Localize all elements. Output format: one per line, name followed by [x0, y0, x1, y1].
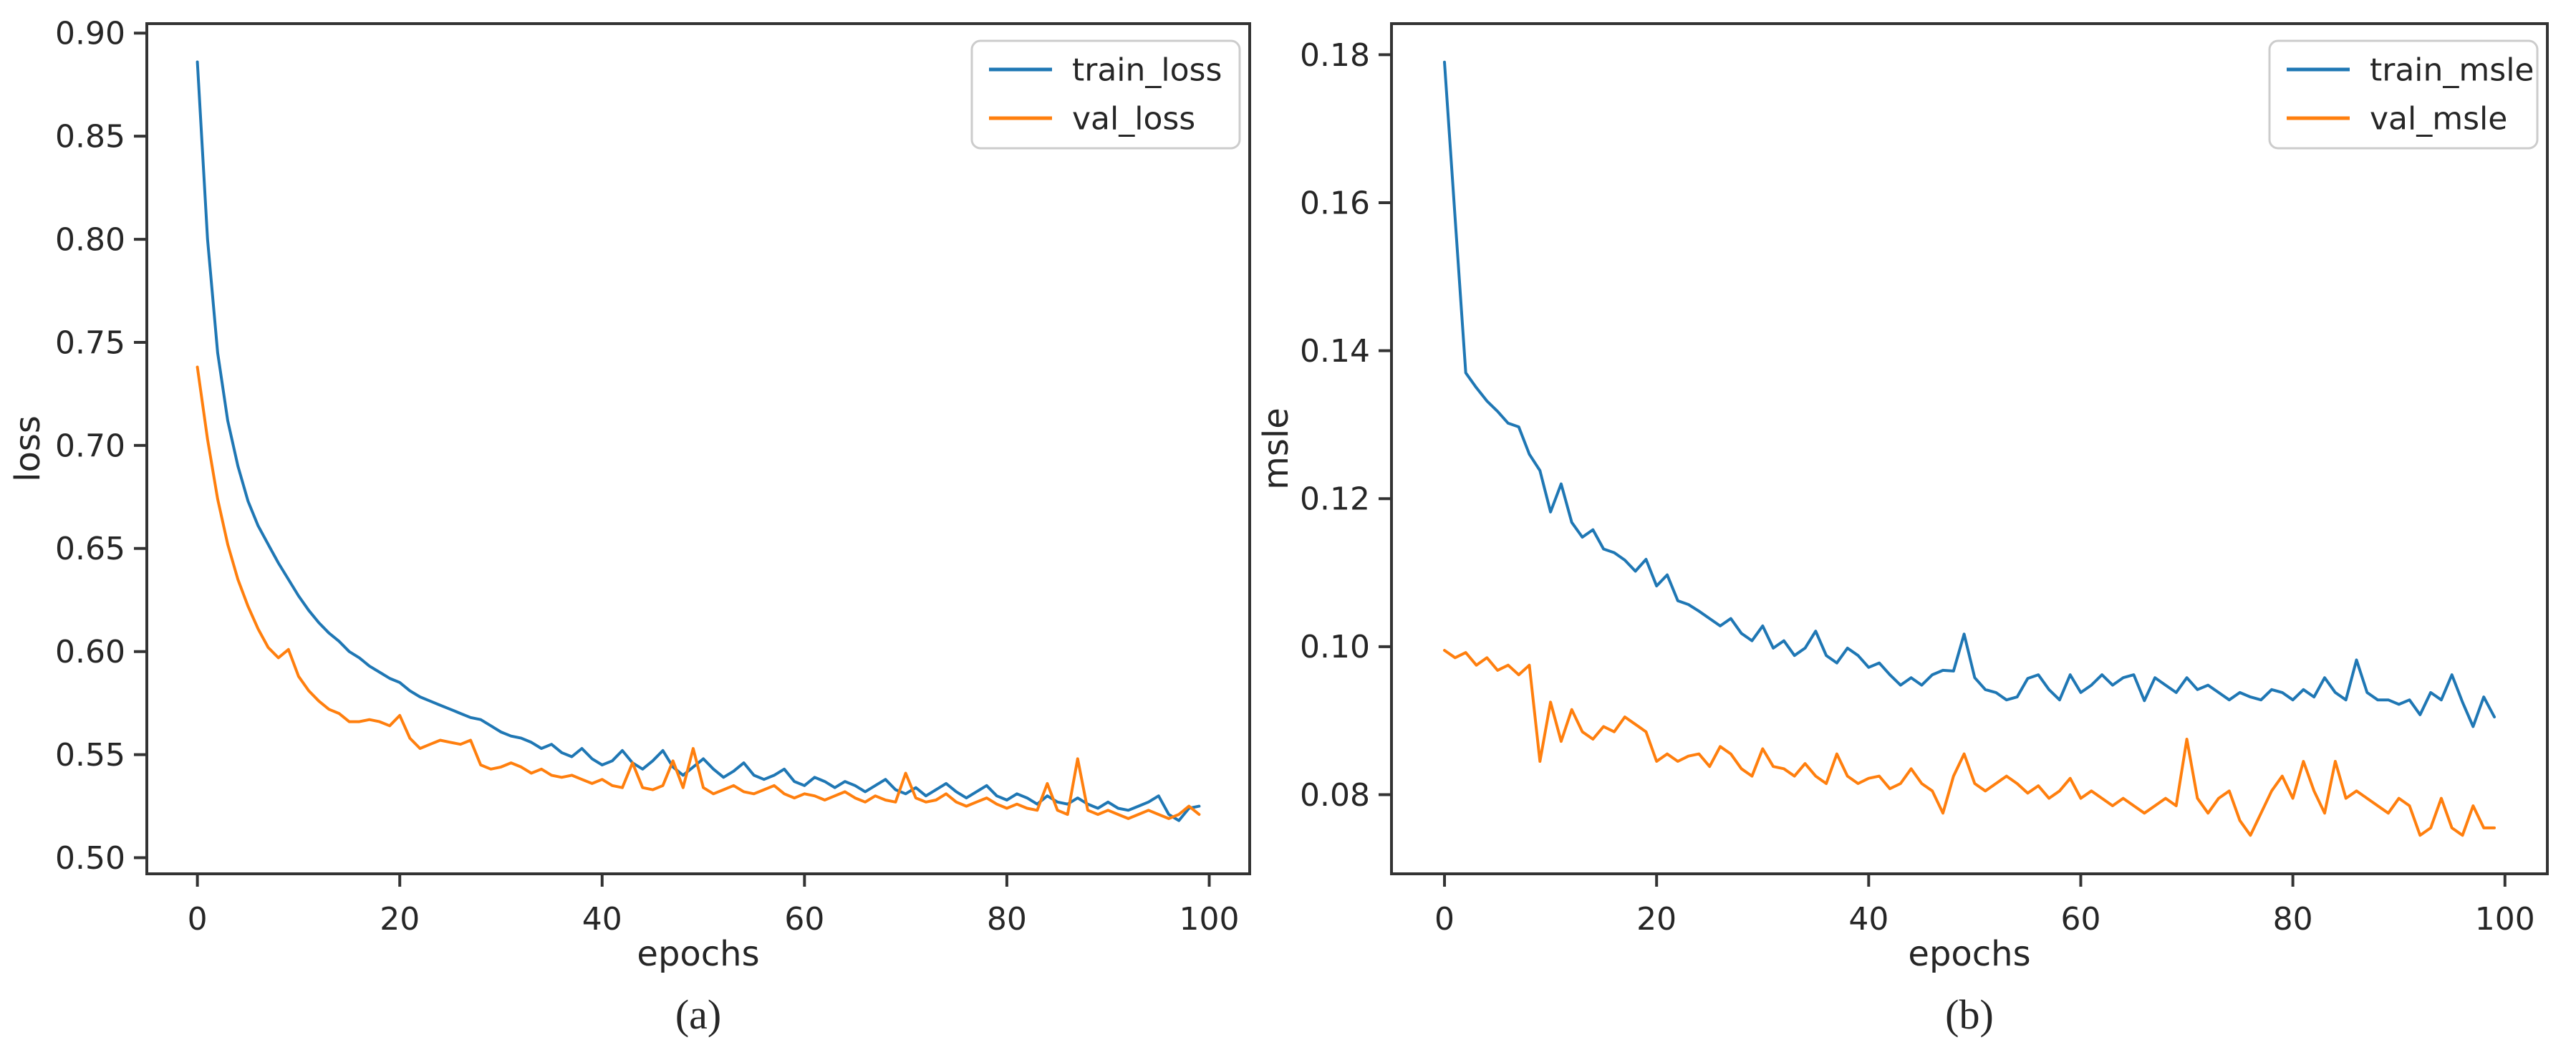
x-tick-label: 100: [1179, 901, 1239, 938]
y-tick-label: 0.65: [55, 531, 125, 567]
val-loss-line: [196, 365, 1201, 820]
y-tick-label: 0.16: [1300, 185, 1370, 221]
subplot-b: 0 20 40 60 80 100 0.08 0.10 0.12 0.14 0.16 0.18 epoc…: [1256, 22, 2549, 1038]
subplot-a: 0 20 40 60 80 100 0.50 0.55 0.60 0.65 0.70 0.75 0.80…: [8, 16, 1251, 1038]
y-axis-label: msle: [1256, 408, 1296, 490]
y-tick-label: 0.50: [55, 840, 125, 877]
y-tick-label: 0.80: [55, 221, 125, 258]
y-tick-label: 0.55: [55, 737, 125, 774]
x-tick-label: 0: [1434, 901, 1455, 938]
y-tick-label: 0.12: [1300, 481, 1370, 518]
y-axis-label: loss: [8, 415, 48, 482]
y-tick-label: 0.85: [55, 119, 125, 155]
y-tick-label: 0.08: [1300, 777, 1370, 814]
y-tick-label: 0.70: [55, 428, 125, 464]
axes-frame: [145, 22, 1251, 875]
train-msle-line: [1443, 60, 2496, 728]
y-tick-label: 0.14: [1300, 333, 1370, 370]
x-tick-label: 100: [2475, 901, 2535, 938]
x-tick-label: 80: [987, 901, 1027, 938]
legend-label: val_msle: [2370, 100, 2507, 137]
legend-label: train_msle: [2370, 52, 2534, 88]
y-tick-label: 0.60: [55, 634, 125, 670]
y-tick-label: 0.90: [55, 16, 125, 52]
x-tick-label: 0: [188, 901, 208, 938]
y-tick-label: 0.10: [1300, 629, 1370, 665]
y-tick-label: 0.75: [55, 324, 125, 361]
x-tick-label: 80: [2273, 901, 2313, 938]
x-axis-label: epochs: [1908, 934, 2030, 974]
x-tick-label: 60: [784, 901, 824, 938]
x-tick-label: 40: [1848, 901, 1888, 938]
legend: train_msle val_msle: [2268, 39, 2539, 150]
x-tick-label: 20: [1636, 901, 1677, 938]
train-loss-line: [196, 60, 1201, 822]
x-tick-label: 40: [582, 901, 622, 938]
legend: train_loss val_loss: [970, 39, 1241, 150]
x-axis-label: epochs: [637, 934, 759, 974]
x-tick-label: 60: [2060, 901, 2100, 938]
panel-caption: (a): [675, 991, 721, 1038]
y-tick-label: 0.18: [1300, 37, 1370, 74]
legend-label: train_loss: [1072, 52, 1222, 88]
legend-label: val_loss: [1072, 100, 1195, 137]
x-tick-label: 20: [380, 901, 420, 938]
val-msle-line: [1443, 649, 2496, 837]
axes-frame: [1390, 22, 2549, 875]
panel-caption: (b): [1945, 991, 1994, 1038]
